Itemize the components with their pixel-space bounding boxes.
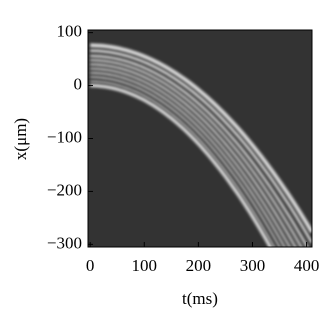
fringe: [90, 49, 312, 244]
x-tick-label: 100: [132, 256, 158, 275]
fringe: [90, 43, 312, 234]
y-tick-label: −200: [47, 180, 82, 199]
y-tick-label: −300: [47, 233, 82, 252]
fringe: [90, 72, 286, 247]
fringe: [90, 54, 309, 247]
x-tick-label: 400: [294, 256, 320, 275]
y-tick-label: 0: [74, 74, 83, 93]
fringe: [90, 67, 291, 247]
y-tick-label: 100: [57, 22, 83, 41]
x-axis-label: t(ms): [182, 289, 218, 308]
y-tick-label: −100: [47, 127, 82, 146]
density-pattern: [90, 43, 312, 247]
x-tick-label: 200: [186, 256, 212, 275]
x-tick-label: 0: [86, 256, 95, 275]
fringe: [90, 80, 276, 247]
fringe: [90, 76, 281, 247]
fringe: [90, 83, 273, 247]
fringe: [90, 59, 303, 247]
y-axis-label: x(μm): [11, 118, 30, 160]
fringe: [90, 63, 297, 247]
x-tick-label: 300: [240, 256, 266, 275]
